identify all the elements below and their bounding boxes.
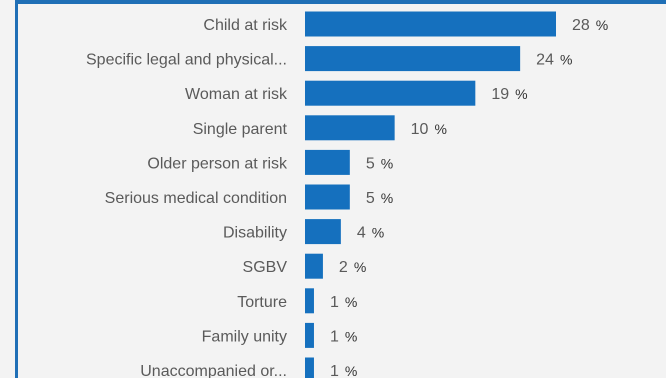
- value-number: 5: [366, 155, 375, 172]
- category-label: Single parent: [193, 121, 288, 138]
- value-number: 24: [536, 52, 554, 69]
- value-unit: %: [560, 52, 572, 68]
- left-accent-rule: [15, 0, 18, 378]
- value-unit: %: [381, 155, 393, 171]
- value-label: 4%: [357, 225, 384, 242]
- value-unit: %: [345, 328, 357, 344]
- value-unit: %: [381, 190, 393, 206]
- bar: [305, 219, 341, 245]
- top-accent-rule: [18, 0, 666, 4]
- bar: [305, 149, 350, 175]
- category-label: Disability: [223, 225, 287, 242]
- bar: [305, 253, 323, 279]
- bar: [305, 322, 314, 348]
- value-label: 28%: [572, 17, 608, 34]
- category-label: Unaccompanied or...: [140, 363, 287, 378]
- bar: [305, 11, 556, 37]
- value-label: 19%: [491, 86, 527, 103]
- value-unit: %: [354, 259, 366, 275]
- category-label: Child at risk: [203, 17, 288, 34]
- category-label: Woman at risk: [185, 86, 288, 103]
- value-unit: %: [434, 121, 446, 137]
- value-unit: %: [596, 17, 608, 33]
- category-label: Family unity: [202, 328, 287, 345]
- value-number: 2: [339, 259, 348, 276]
- value-number: 1: [330, 328, 339, 345]
- bar: [305, 115, 395, 141]
- value-unit: %: [345, 363, 357, 378]
- value-number: 5: [366, 190, 375, 207]
- bar: [305, 46, 521, 72]
- category-label: SGBV: [243, 259, 288, 276]
- bar: [305, 357, 314, 378]
- value-unit: %: [515, 86, 527, 102]
- value-label: 5%: [366, 155, 393, 172]
- value-label: 24%: [536, 52, 572, 69]
- value-label: 10%: [411, 121, 447, 138]
- category-label: Specific legal and physical...: [86, 52, 287, 69]
- bar: [305, 80, 476, 106]
- category-label: Older person at risk: [147, 155, 288, 172]
- category-label: Serious medical condition: [105, 190, 287, 207]
- bar: [305, 288, 314, 314]
- value-number: 19: [491, 86, 509, 103]
- value-label: 2%: [339, 259, 366, 276]
- value-unit: %: [372, 225, 384, 241]
- value-number: 1: [330, 294, 339, 311]
- category-label: Torture: [237, 294, 287, 311]
- value-label: 1%: [330, 294, 357, 311]
- value-number: 1: [330, 363, 339, 378]
- value-number: 28: [572, 17, 590, 34]
- value-label: 1%: [330, 328, 357, 345]
- value-number: 10: [411, 121, 429, 138]
- value-number: 4: [357, 225, 366, 242]
- value-label: 5%: [366, 190, 393, 207]
- value-unit: %: [345, 294, 357, 310]
- value-label: 1%: [330, 363, 357, 378]
- bar: [305, 184, 350, 210]
